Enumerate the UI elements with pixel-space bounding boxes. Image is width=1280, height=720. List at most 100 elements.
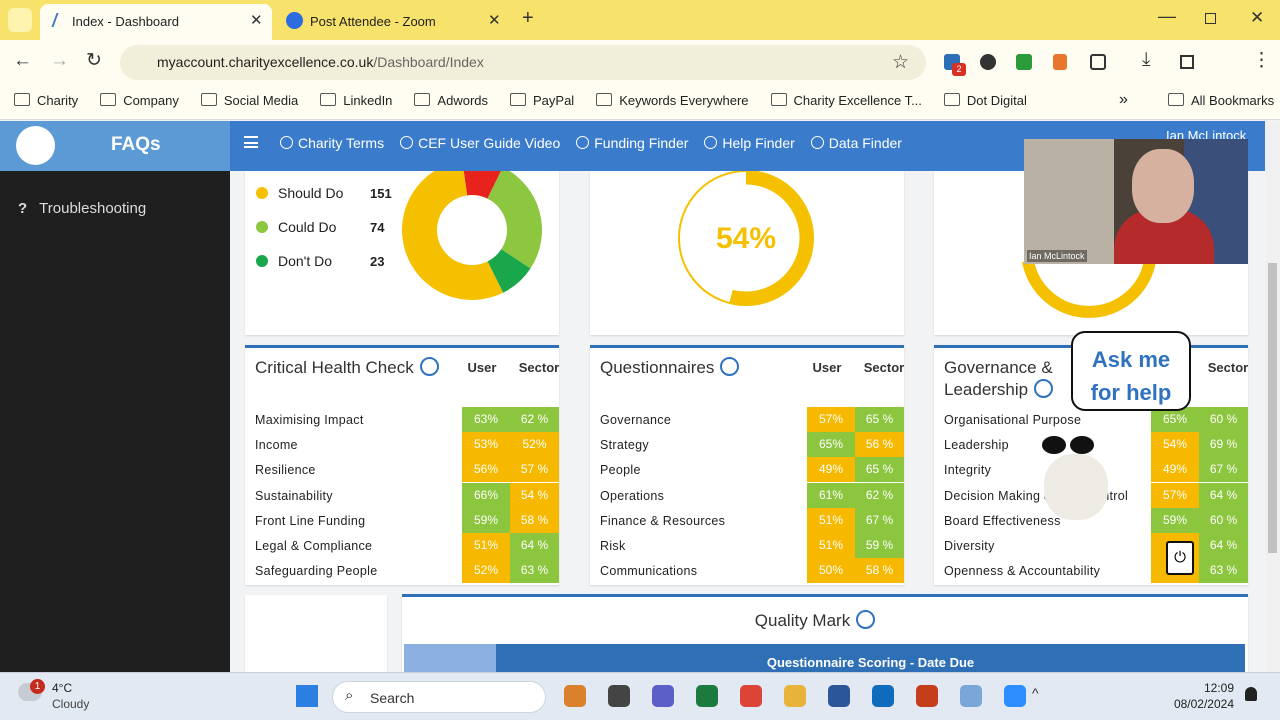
tab-search-button[interactable] <box>8 8 32 32</box>
scrollbar[interactable] <box>1265 121 1280 672</box>
tab-active[interactable]: Index - Dashboard ✕ <box>40 4 272 40</box>
all-bookmarks[interactable]: All Bookmarks <box>1168 93 1274 108</box>
donut-slice <box>487 249 531 293</box>
assistant-rabbit[interactable] <box>1036 436 1116 522</box>
minimize[interactable]: — <box>1158 6 1176 26</box>
nav-item[interactable]: CEF User Guide Video <box>400 135 560 151</box>
help-icon[interactable] <box>856 610 876 629</box>
hamburger[interactable] <box>244 136 258 148</box>
bookmarks-overflow[interactable]: » <box>1119 91 1128 108</box>
legend-item: Could Do 74 <box>256 219 384 235</box>
new-tab[interactable]: + <box>522 7 534 29</box>
bookmark-label: Company <box>123 93 179 108</box>
downloads[interactable]: ⤓ <box>1142 49 1151 70</box>
taskbar-app[interactable] <box>652 685 674 707</box>
notifications[interactable] <box>1245 687 1257 701</box>
help-icon[interactable] <box>720 357 740 376</box>
legend-swatch <box>256 255 268 267</box>
bookmark[interactable]: Adwords <box>414 93 488 108</box>
sector-score: 67 % <box>1199 457 1248 483</box>
tray-overflow[interactable]: ^ <box>1032 685 1039 701</box>
assistant-bubble[interactable]: Ask me for help <box>1071 331 1191 411</box>
nav-item[interactable]: Charity Terms <box>280 135 384 151</box>
bookmark[interactable]: Social Media <box>200 93 298 108</box>
forward[interactable]: → <box>50 50 69 71</box>
bookmark[interactable]: Company <box>100 93 179 108</box>
extension-icon[interactable] <box>980 54 996 70</box>
user-score: 52% <box>462 558 510 584</box>
bookmark[interactable]: PayPal <box>510 93 574 108</box>
taskbar-search[interactable]: ⌕ Search <box>332 681 546 713</box>
taskbar-app[interactable] <box>960 685 982 707</box>
taskbar-app[interactable] <box>564 685 586 707</box>
sector-score: 60 % <box>1199 507 1248 533</box>
folder-icon <box>596 93 613 106</box>
table-title-text: Critical Health Check <box>255 358 414 377</box>
taskbar-app[interactable] <box>784 685 806 707</box>
row-label: Integrity <box>944 463 992 478</box>
video-window[interactable]: Ian McLintock <box>1024 139 1248 264</box>
taskbar-app[interactable] <box>916 685 938 707</box>
weather-condition: Cloudy <box>52 697 90 711</box>
tab-close[interactable]: ✕ <box>250 12 263 29</box>
help-icon[interactable] <box>1034 379 1054 398</box>
sector-score: 54 % <box>510 482 559 508</box>
row-label: Maximising Impact <box>255 413 364 427</box>
close-window[interactable]: ✕ <box>1250 8 1265 27</box>
user-score: 59% <box>1151 507 1199 533</box>
sector-score: 64 % <box>1199 533 1248 558</box>
bookmark-label: PayPal <box>533 93 575 108</box>
folder-icon <box>200 93 217 106</box>
logo[interactable] <box>16 126 55 165</box>
bookmark[interactable]: LinkedIn <box>320 93 392 108</box>
video-background <box>1024 139 1114 264</box>
scrollbar-thumb[interactable] <box>1268 263 1277 553</box>
nav-item[interactable]: Help Finder <box>704 135 795 151</box>
back[interactable]: ← <box>13 50 32 71</box>
power-button[interactable]: ⏻ <box>1166 541 1194 575</box>
row-label: Board Effectiveness <box>944 513 1061 528</box>
address-bar[interactable]: myaccount.charityexcellence.co.uk/Dashbo… <box>120 45 926 80</box>
bookmark[interactable]: Charity <box>14 93 78 108</box>
folder-icon <box>770 93 787 106</box>
score-table: Governance & LeadershipUserSectorOrganis… <box>934 345 1248 585</box>
nav-item[interactable]: Data Finder <box>810 135 902 151</box>
tab-close[interactable]: ✕ <box>488 12 501 29</box>
extension-icon[interactable] <box>1016 54 1032 70</box>
sector-score: 63 % <box>510 558 559 584</box>
taskbar: 1 4°C Cloudy ⌕ Search ^ 12:09 08/02/2024 <box>0 672 1280 720</box>
help-icon[interactable] <box>419 357 439 376</box>
taskbar-app[interactable] <box>872 685 894 707</box>
restore[interactable] <box>1205 13 1216 24</box>
folder-icon <box>1168 93 1184 106</box>
extensions-menu[interactable] <box>1090 54 1106 70</box>
bookmark[interactable]: Charity Excellence T... <box>770 93 922 108</box>
gauge-arc <box>729 171 813 305</box>
sidebar-item[interactable]: ? Troubleshooting <box>18 200 146 217</box>
nav-item[interactable]: Funding Finder <box>576 135 688 151</box>
gauge-decor <box>1022 259 1156 318</box>
sidebar-item-icon: ? <box>18 200 28 217</box>
assistant-text: Ask me for help <box>1073 343 1189 409</box>
legend-label: Don't Do <box>278 253 333 269</box>
tab[interactable]: Post Attendee - Zoom ✕ <box>276 4 512 40</box>
start-button[interactable] <box>296 685 318 707</box>
taskbar-app[interactable] <box>740 685 762 707</box>
reload[interactable]: ↻ <box>86 50 102 71</box>
user-score: 63% <box>462 407 510 432</box>
taskbar-app[interactable] <box>696 685 718 707</box>
taskbar-app[interactable] <box>608 685 630 707</box>
bookmark[interactable]: Dot Digital <box>943 93 1027 108</box>
bookmark-star[interactable]: ☆ <box>892 52 910 73</box>
menu[interactable]: ⋮ <box>1252 50 1271 71</box>
taskbar-app[interactable] <box>828 685 850 707</box>
user-score: 65% <box>807 432 855 458</box>
nav-label: Funding Finder <box>594 135 689 151</box>
bookmark[interactable]: Keywords Everywhere <box>596 93 749 108</box>
user-score: 66% <box>462 482 510 508</box>
side-panel[interactable] <box>1180 55 1194 69</box>
legend-item: Don't Do 23 <box>256 253 384 269</box>
sector-score: 63 % <box>1199 558 1248 584</box>
taskbar-app[interactable] <box>1004 685 1026 707</box>
extension-icon[interactable] <box>1053 54 1067 70</box>
